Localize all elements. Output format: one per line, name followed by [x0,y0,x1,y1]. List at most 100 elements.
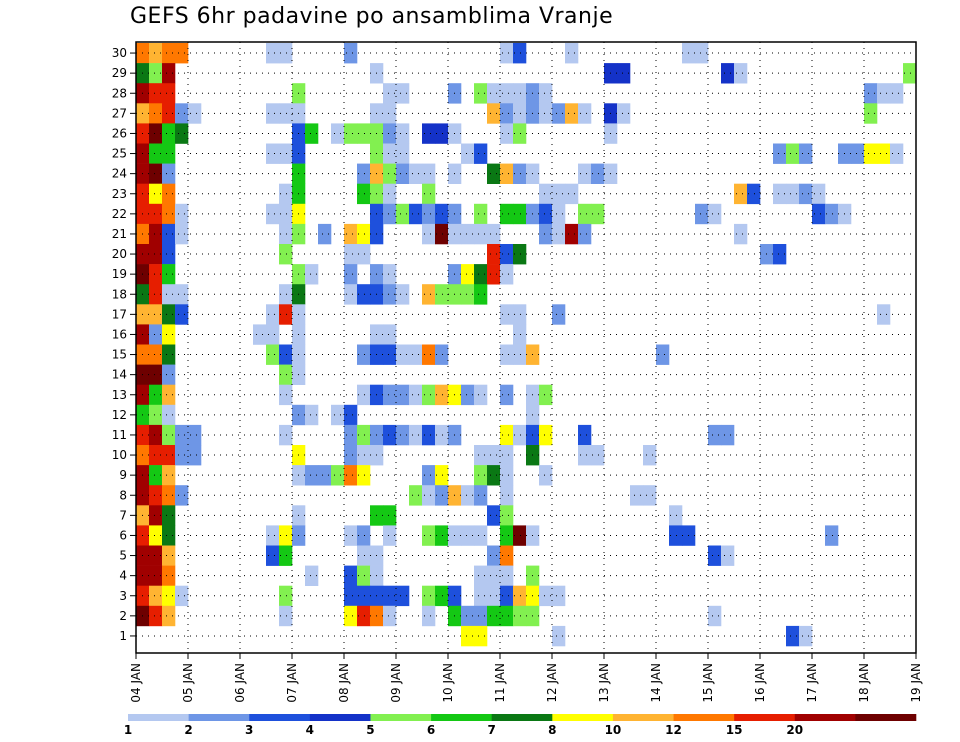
heatmap-cell [383,424,397,446]
heatmap-cell [357,384,371,406]
heatmap-cell [383,183,397,205]
heatmap-cell [461,143,475,164]
heatmap-cell [149,103,163,124]
heatmap-cell [279,43,293,64]
y-tick-label: 15 [112,348,127,362]
legend-swatch [249,714,311,721]
heatmap-cell [279,605,293,627]
heatmap-cell [396,83,410,104]
heatmap-cell [162,63,176,84]
heatmap-cell [877,83,891,104]
legend-label: 6 [427,723,435,737]
heatmap-cell [513,244,527,265]
heatmap-cell [513,123,527,144]
heatmap-cell [383,83,397,104]
heatmap-cell [357,344,371,365]
heatmap-cell [422,223,436,245]
heatmap-cell [565,43,579,64]
heatmap-cell [383,324,397,345]
heatmap-cell [344,223,358,245]
x-tick-label: 05 JAN [181,663,195,703]
heatmap-cell [539,585,553,607]
x-tick-label: 04 JAN [129,663,143,703]
heatmap-cell [890,143,904,164]
heatmap-cell [422,183,436,205]
heatmap-cell [643,445,657,466]
y-tick-label: 3 [119,589,127,603]
heatmap-cell [513,344,527,365]
heatmap-cell [279,545,293,566]
heatmap-cell [591,163,605,184]
y-tick-label: 9 [119,468,127,482]
heatmap-cell [409,384,423,406]
heatmap-cell [864,143,878,164]
heatmap-cell [357,525,371,546]
x-tick-label: 12 JAN [545,663,559,703]
legend-label: 15 [726,723,743,737]
y-tick-label: 17 [112,307,127,321]
heatmap-cell [149,404,163,426]
y-tick-label: 12 [112,408,127,422]
x-tick-label: 19 JAN [909,663,923,703]
heatmap-cell [487,103,501,124]
heatmap-cell [500,565,514,586]
heatmap-cell [799,183,813,205]
heatmap-cell [344,244,358,265]
heatmap-cell [500,605,514,627]
heatmap-cell [565,223,579,245]
heatmap-cell [149,364,163,385]
heatmap-cell [175,223,189,245]
heatmap-cell [357,465,371,486]
legend-swatch [612,714,674,721]
heatmap-cell [487,465,501,486]
heatmap-cell [162,244,176,265]
heatmap-cell [578,424,592,446]
x-tick-label: 11 JAN [493,663,507,703]
heatmap-cell [162,123,176,144]
heatmap-cell [474,565,488,586]
heatmap-cell [162,284,176,305]
heatmap-cell [656,344,670,365]
heatmap-cell [474,465,488,486]
heatmap-cell [175,43,189,64]
heatmap-cell [266,525,280,546]
heatmap-cell [500,545,514,566]
heatmap-cell [149,123,163,144]
heatmap-cell [708,424,722,446]
heatmap-cell [539,384,553,406]
heatmap-cell [162,83,176,104]
heatmap-cell [175,284,189,305]
x-tick-label: 08 JAN [337,663,351,703]
heatmap-cell [149,565,163,586]
heatmap-cell [435,384,449,406]
heatmap-cell [799,143,813,164]
heatmap-cell [708,203,722,225]
heatmap-cell [812,203,826,225]
x-tick-label: 16 JAN [753,663,767,703]
grid-lines [135,42,917,653]
heatmap-cell [474,223,488,245]
heatmap-cell [305,465,319,486]
heatmap-cell [578,445,592,466]
y-tick-label: 30 [112,46,127,60]
heatmap-cell [643,485,657,506]
heatmap-cell [149,545,163,566]
heatmap-cell [825,203,839,225]
x-tick-label: 15 JAN [701,663,715,703]
heatmap-cell [422,123,436,144]
heatmap-cell [539,103,553,124]
heatmap-cell [500,304,514,325]
heatmap-cell [162,565,176,586]
heatmap-cell [721,424,735,446]
heatmap-cell [162,485,176,506]
heatmap-cell [474,203,488,225]
heatmap-cell [344,525,358,546]
heatmap-cell [357,223,371,245]
heatmap-cell [422,384,436,406]
heatmap-cell [396,143,410,164]
heatmap-cell [279,424,293,446]
y-tick-label: 26 [112,126,127,140]
heatmap-cell [266,103,280,124]
heatmap-cell [149,183,163,205]
heatmap-cell [734,223,748,245]
